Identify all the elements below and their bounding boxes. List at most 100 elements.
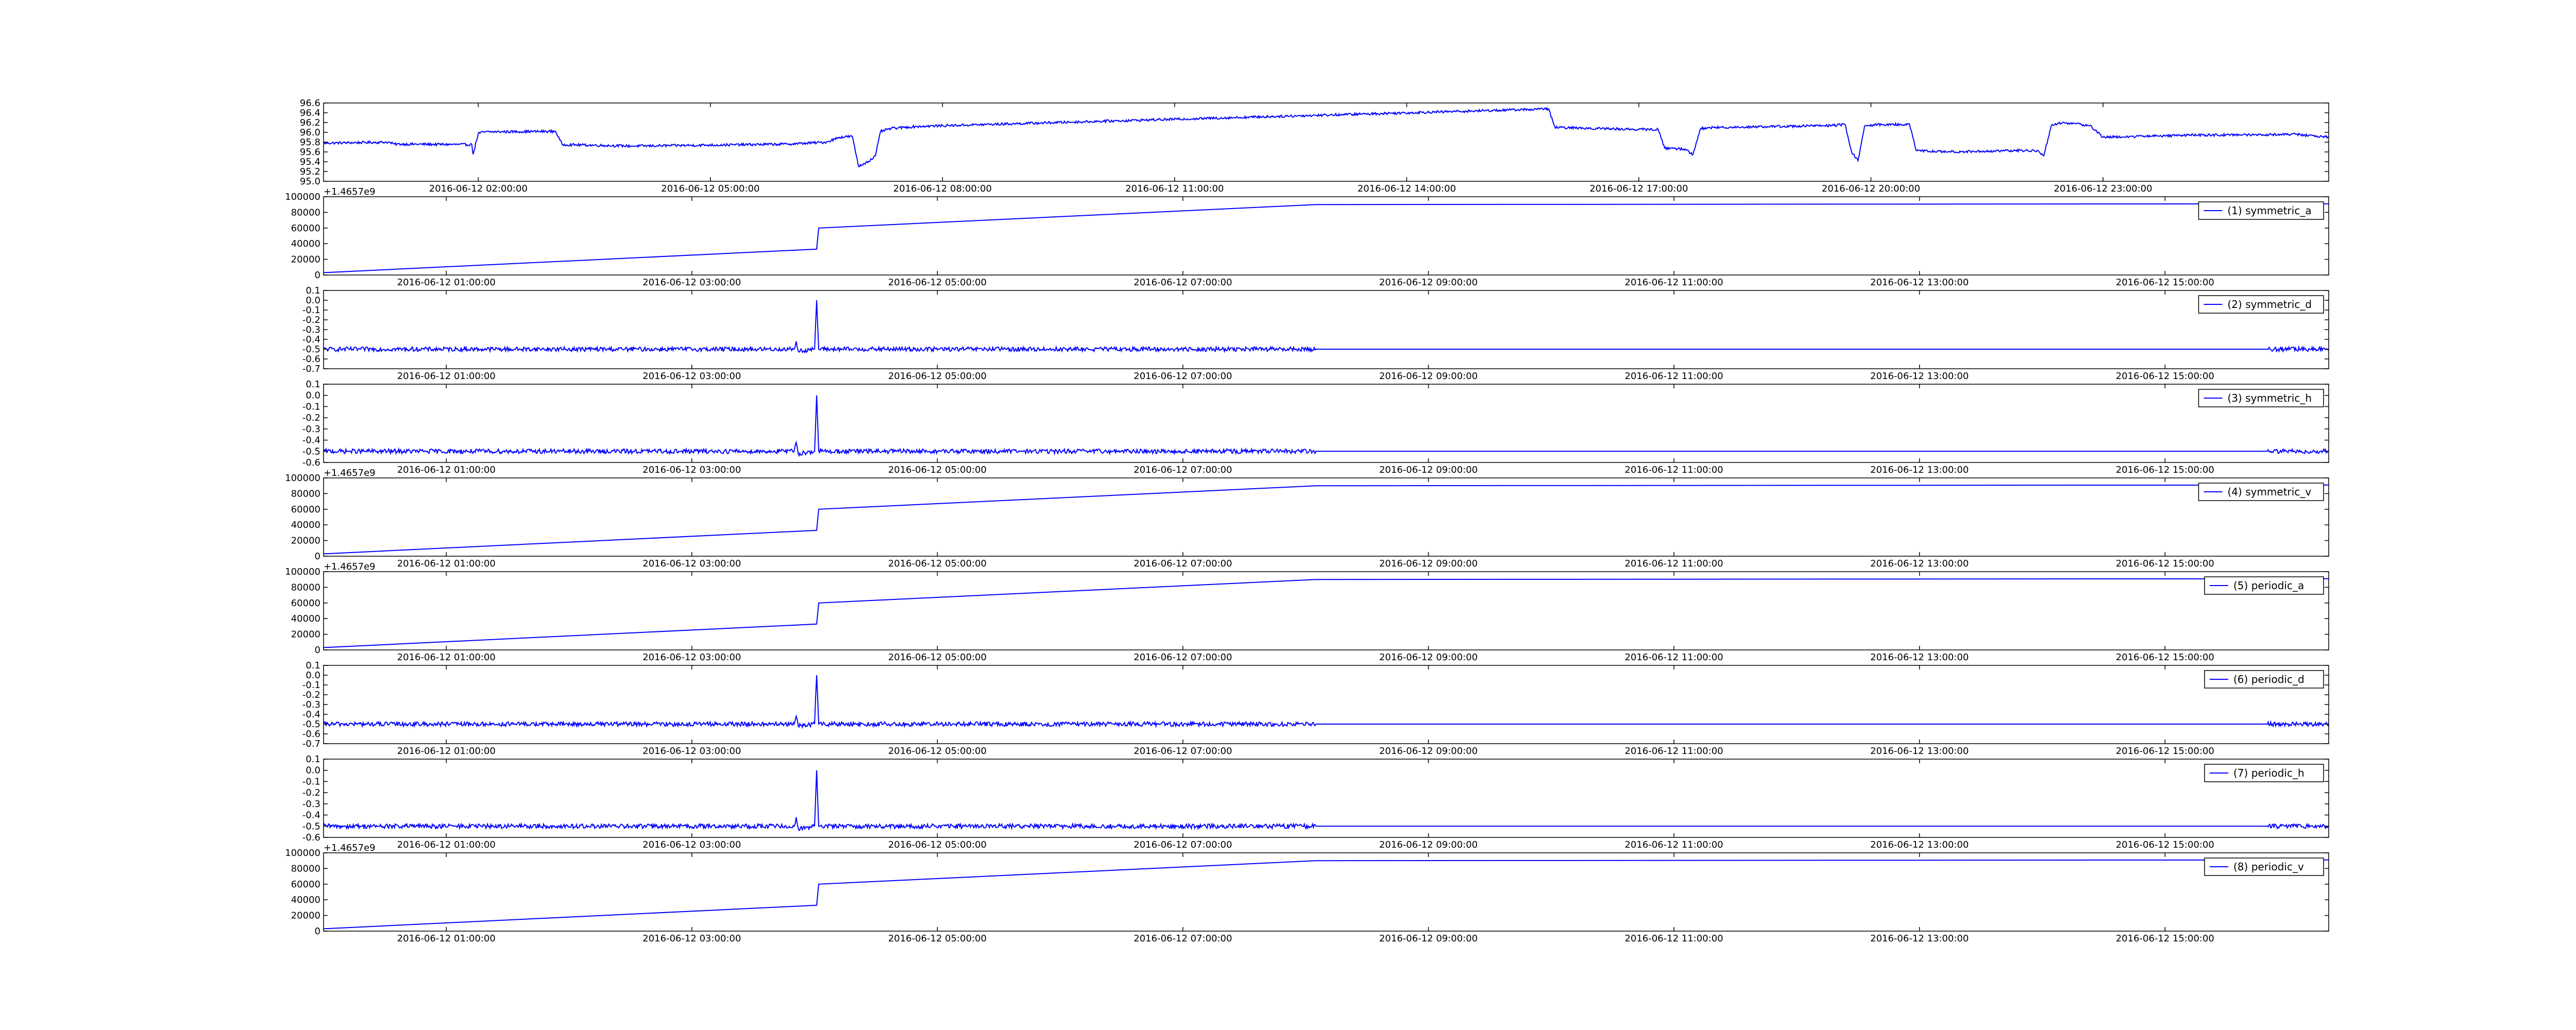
x-tick-label: 2016-06-12 07:00:00: [1133, 933, 1232, 944]
y-tick-label: 60000: [291, 223, 320, 234]
axes-frame: [323, 852, 2329, 932]
legend: (8) periodic_v: [2204, 857, 2324, 876]
legend-label: (4) symmetric_v: [2228, 486, 2312, 498]
axes-frame: [323, 384, 2329, 463]
y-tick-label: 100000: [285, 566, 320, 577]
x-tick-label: 2016-06-12 01:00:00: [397, 839, 496, 850]
axes-frame: [323, 196, 2329, 276]
x-tick-label: 2016-06-12 01:00:00: [397, 277, 496, 288]
legend: (4) symmetric_v: [2198, 483, 2324, 501]
x-tick-label: 2016-06-12 05:00:00: [888, 652, 987, 663]
x-tick-label: 2016-06-12 15:00:00: [2116, 933, 2214, 944]
y-tick-label: 80000: [291, 207, 320, 218]
subplot-8: -0.6-0.5-0.4-0.3-0.2-0.10.00.1 2016-06-12…: [302, 754, 2329, 850]
y-tick-label: -0.6: [302, 729, 320, 740]
y-tick-label: 40000: [291, 613, 320, 624]
legend: (2) symmetric_d: [2198, 295, 2324, 314]
legend-label: (5) periodic_a: [2233, 579, 2304, 592]
y-tick-label: 20000: [291, 254, 320, 265]
subplot-5: 0 20000 40000 60000 80000 100000 2016-06-12 01…: [285, 468, 2329, 569]
subplot-1: 95.095.295.495.695.896.096.296.496.6 2016…: [300, 98, 2329, 194]
y-tick-label: -0.3: [302, 699, 320, 710]
y-tick-label: 60000: [291, 598, 320, 609]
y-tick-label: -0.5: [302, 446, 320, 457]
x-tick-label: 2016-06-12 13:00:00: [1870, 371, 1969, 382]
axes-frame: [323, 759, 2329, 838]
y-tick-label: -0.6: [302, 354, 320, 365]
y-tick-label: -0.7: [302, 739, 320, 749]
x-tick-label: 2016-06-12 09:00:00: [1379, 839, 1478, 850]
x-tick-label: 2016-06-12 15:00:00: [2116, 371, 2214, 382]
y-tick-label: 20000: [291, 536, 320, 546]
legend-label: (7) periodic_h: [2233, 767, 2304, 779]
y-tick-label: -0.5: [302, 344, 320, 355]
y-tick-label: 0.1: [306, 754, 320, 765]
x-tick-label: 2016-06-12 03:00:00: [642, 839, 741, 850]
x-tick-label: 2016-06-12 11:00:00: [1625, 465, 1723, 475]
y-tick-label: -0.4: [302, 334, 320, 345]
y-tick-label: 0: [315, 270, 320, 281]
x-tick-label: 2016-06-12 05:00:00: [888, 465, 987, 475]
x-tick-label: 2016-06-12 15:00:00: [2116, 839, 2214, 850]
y-tick-label: -0.5: [302, 719, 320, 730]
x-tick-label: 2016-06-12 05:00:00: [888, 839, 987, 850]
x-tick-label: 2016-06-12 11:00:00: [1125, 183, 1224, 194]
x-tick-label: 2016-06-12 13:00:00: [1870, 652, 1969, 663]
x-tick-label: 2016-06-12 05:00:00: [888, 933, 987, 944]
y-tick-label: -0.1: [302, 305, 320, 316]
x-tick-label: 2016-06-12 09:00:00: [1379, 558, 1478, 569]
axes-frame: [323, 571, 2329, 650]
x-tick-label: 2016-06-12 05:00:00: [888, 558, 987, 569]
legend: (5) periodic_a: [2204, 576, 2324, 595]
series-line-4: [324, 395, 2329, 457]
x-tick-label: 2016-06-12 01:00:00: [397, 371, 496, 382]
x-tick-label: 2016-06-12 01:00:00: [397, 933, 496, 944]
y-tick-label: -0.3: [302, 324, 320, 335]
x-tick-label: 2016-06-12 07:00:00: [1133, 465, 1232, 475]
series-line-7: [324, 675, 2329, 729]
x-tick-label: 2016-06-12 11:00:00: [1625, 746, 1723, 757]
x-tick-label: 2016-06-12 03:00:00: [642, 558, 741, 569]
y-tick-label: 40000: [291, 520, 320, 530]
y-tick-label: 96.4: [300, 108, 320, 118]
y-tick-label: -0.2: [302, 315, 320, 325]
x-tick-label: 2016-06-12 11:00:00: [1625, 558, 1723, 569]
y-tick-label: 0.1: [306, 379, 320, 390]
y-tick-label: 0.1: [306, 285, 320, 296]
y-tick-label: 95.2: [300, 166, 320, 177]
series-line-1: [324, 107, 2329, 167]
x-tick-label: 2016-06-12 09:00:00: [1379, 277, 1478, 288]
y-tick-label: 0.1: [306, 660, 320, 671]
x-tick-label: 2016-06-12 09:00:00: [1379, 746, 1478, 757]
x-tick-label: 2016-06-12 03:00:00: [642, 933, 741, 944]
series-line-6: [324, 578, 2329, 648]
x-tick-label: 2016-06-12 13:00:00: [1870, 933, 1969, 944]
x-tick-label: 2016-06-12 15:00:00: [2116, 277, 2214, 288]
x-tick-label: 2016-06-12 03:00:00: [642, 371, 741, 382]
subplot-7: -0.7-0.6-0.5-0.4-0.3-0.2-0.10.00.1 2016-0…: [302, 660, 2329, 757]
x-tick-label: 2016-06-12 01:00:00: [397, 746, 496, 757]
axis-offset-label: +1.4657e9: [324, 561, 376, 572]
x-tick-label: 2016-06-12 11:00:00: [1625, 933, 1723, 944]
x-tick-label: 2016-06-12 20:00:00: [1822, 183, 1920, 194]
y-tick-label: 100000: [285, 848, 320, 859]
axis-offset-label: +1.4657e9: [324, 186, 376, 197]
y-tick-label: 40000: [291, 238, 320, 249]
legend-label: (8) periodic_v: [2233, 861, 2304, 873]
y-tick-label: -0.2: [302, 690, 320, 700]
x-tick-label: 2016-06-12 03:00:00: [642, 746, 741, 757]
y-tick-label: 95.4: [300, 157, 320, 167]
series-line-5: [324, 484, 2329, 555]
y-tick-label: 80000: [291, 582, 320, 593]
legend-label: (6) periodic_d: [2233, 673, 2304, 685]
subplot-4: -0.6-0.5-0.4-0.3-0.2-0.10.00.1 2016-06-12…: [302, 379, 2329, 475]
y-tick-label: -0.1: [302, 680, 320, 691]
x-tick-label: 2016-06-12 07:00:00: [1133, 558, 1232, 569]
x-tick-label: 2016-06-12 01:00:00: [397, 465, 496, 475]
y-tick-label: -0.3: [302, 424, 320, 435]
series-line-3: [324, 300, 2329, 354]
x-tick-label: 2016-06-12 15:00:00: [2116, 558, 2214, 569]
x-tick-label: 2016-06-12 03:00:00: [642, 465, 741, 475]
x-tick-label: 2016-06-12 09:00:00: [1379, 933, 1478, 944]
